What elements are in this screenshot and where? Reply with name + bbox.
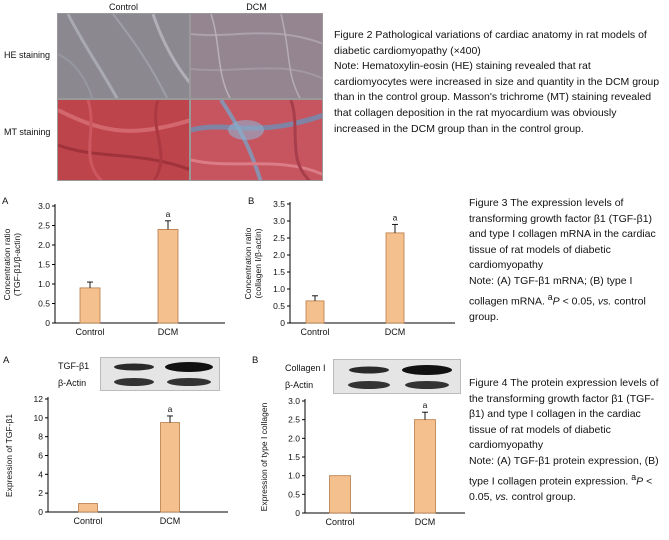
chart-fig4a: 0 2 4 6 8 10 12 Expression of TGF-β1 Control a DCM: [4, 394, 228, 526]
western-blot-a: [100, 357, 220, 391]
x-tick-label: Control: [325, 517, 354, 527]
blot-b-label-collagen: Collagen I: [285, 363, 326, 373]
y-tick-label: 2: [38, 488, 43, 498]
bar-control: [79, 287, 101, 324]
y-axis-label: Concentration ratio(collagen I/β-actin): [245, 227, 263, 299]
y-tick-label: 2.0: [288, 433, 300, 443]
y-tick-label: 2.5: [273, 233, 285, 243]
x-tick-label: DCM: [158, 327, 179, 337]
x-tick-label: DCM: [415, 517, 436, 527]
significance-label: a: [168, 404, 173, 414]
micrograph-he-control: [57, 13, 190, 99]
fig2-column-dcm: DCM: [246, 2, 267, 12]
x-tick-label: DCM: [385, 327, 406, 337]
blot-b-label-actin: β-Actin: [285, 380, 314, 390]
fig3-title: Figure 3 The expression levels of transf…: [469, 197, 656, 272]
fig4-panel-a-letter: A: [3, 355, 10, 366]
micrograph-mt-control: [57, 99, 190, 181]
y-tick-label: 1.0: [38, 279, 50, 289]
blot-a-label-tgf: TGF-β1: [58, 361, 90, 371]
fig2-caption: Figure 2 Pathological variations of card…: [334, 28, 664, 137]
bar-control: [305, 300, 325, 324]
fig4-caption: Figure 4 The protein expression levels o…: [469, 376, 665, 505]
fig4-note: Note: (A) TGF-β1 protein expression, (B)…: [469, 454, 659, 503]
x-tick-label: Control: [73, 516, 102, 526]
fig2-column-control: Control: [108, 2, 138, 12]
micrograph-he-dcm: [190, 13, 323, 99]
y-tick-label: 3.0: [288, 396, 300, 406]
significance-label: a: [166, 209, 171, 219]
y-axis-label-line: (TGF-β1/β-actin): [12, 233, 22, 296]
y-tick-label: 4: [38, 469, 43, 479]
bar-dcm: [385, 232, 405, 324]
fig4-panel-b-letter: B: [252, 355, 259, 366]
y-tick-label: 6: [38, 451, 43, 461]
fig2-row-he: HE staining: [4, 50, 51, 60]
y-tick-label: 2.0: [38, 240, 50, 250]
chart-fig4b: 0 0.5 1.0 1.5 2.0 2.5 3.0 Expression of type I …: [259, 396, 465, 527]
y-axis-label-line: Concentration ratio: [2, 228, 12, 300]
y-tick-label: 0: [280, 318, 285, 328]
y-tick-label: 0.5: [273, 301, 285, 311]
y-tick-label: 3.0: [38, 201, 50, 211]
western-blot-b: [333, 359, 461, 394]
x-tick-label: Control: [75, 327, 104, 337]
micrograph-mt-dcm: [190, 99, 323, 181]
y-axis-label-line: (collagen I/β-actin): [253, 228, 263, 298]
fig3-panel-b-letter: B: [248, 196, 255, 207]
chart-fig3a: 0 0.5 1.0 1.5 2.0 2.5 3.0 Concentration ratio(T…: [2, 201, 225, 337]
y-tick-label: 1.0: [273, 284, 285, 294]
y-tick-label: 1.5: [273, 267, 285, 277]
y-tick-label: 0.5: [288, 489, 300, 499]
y-axis-label: Concentration ratio(TGF-β1/β-actin): [2, 228, 22, 300]
bar-dcm: [157, 229, 179, 324]
y-tick-label: 3.0: [273, 216, 285, 226]
y-tick-label: 2.0: [273, 250, 285, 260]
fig3-panel-a-letter: A: [2, 196, 9, 207]
y-tick-label: 3.5: [273, 199, 285, 209]
y-tick-label: 1.0: [288, 471, 300, 481]
fig3-caption: Figure 3 The expression levels of transf…: [469, 196, 665, 325]
y-tick-label: 1.5: [288, 452, 300, 462]
y-tick-label: 8: [38, 432, 43, 442]
y-tick-label: 0: [295, 508, 300, 518]
y-tick-label: 1.5: [38, 260, 50, 270]
y-tick-label: 12: [34, 394, 44, 404]
y-tick-label: 2.5: [38, 221, 50, 231]
y-tick-label: 10: [34, 413, 44, 423]
y-tick-label: 0: [45, 318, 50, 328]
fig2-row-mt: MT staining: [4, 127, 51, 137]
fig4-title: Figure 4 The protein expression levels o…: [469, 377, 659, 452]
y-axis-label-line: Concentration ratio: [245, 227, 253, 299]
fig3-note: Note: (A) TGF-β1 mRNA; (B) type I collag…: [469, 274, 646, 323]
y-tick-label: 0.5: [38, 299, 50, 309]
blot-a-label-actin: β-Actin: [58, 378, 87, 388]
bar-dcm: [160, 422, 180, 513]
x-tick-label: DCM: [160, 516, 181, 526]
fig2-title: Figure 2 Pathological variations of card…: [334, 29, 647, 57]
y-tick-label: 0: [38, 507, 43, 517]
significance-label: a: [423, 400, 428, 410]
y-axis-label: Expression of type I collagen: [259, 402, 269, 511]
chart-fig3b: 0 0.5 1.0 1.5 2.0 2.5 3.0 3.5 Concentration rati…: [245, 199, 455, 337]
significance-label: a: [393, 212, 398, 222]
y-tick-label: 2.5: [288, 415, 300, 425]
bar-control: [78, 503, 98, 513]
fig2-note: Note: Hematoxylin-eosin (HE) staining re…: [334, 60, 660, 135]
bar-dcm: [414, 419, 436, 514]
bar-control: [329, 475, 351, 514]
y-axis-label: Expression of TGF-β1: [4, 414, 14, 497]
x-tick-label: Control: [300, 327, 329, 337]
